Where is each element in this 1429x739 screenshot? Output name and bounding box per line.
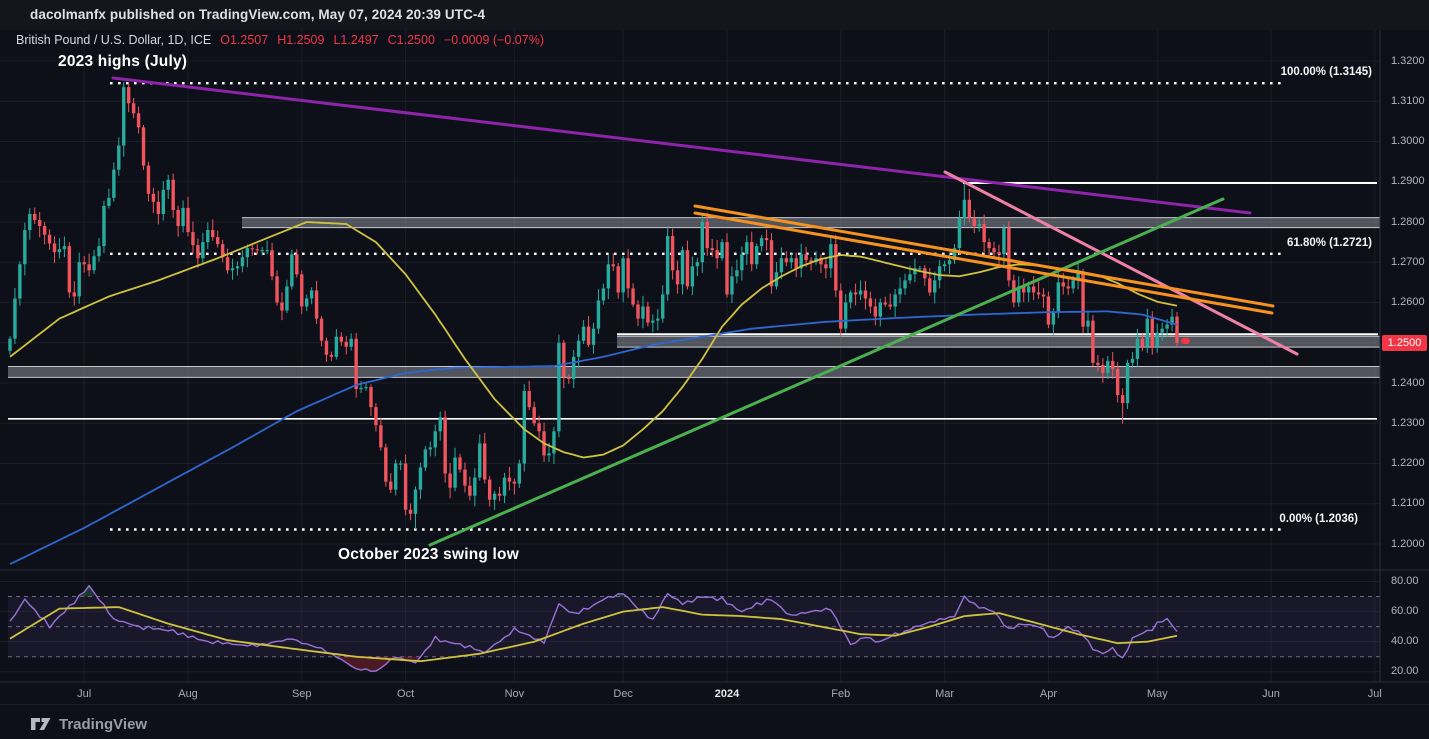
time-axis-label: 2024 (714, 688, 740, 700)
rsi-zone-fill (8, 596, 1380, 657)
fib-label-618: 61.80% (1.2721) (1286, 237, 1372, 249)
time-axis-label: May (1146, 688, 1168, 700)
rsi-ma-line (9, 606, 1178, 663)
time-axis-label: Oct (397, 688, 415, 700)
blue-ma-line (9, 310, 1178, 565)
ohlc-change: −0.0009 (−0.07%) (443, 33, 544, 47)
rsi-tick-label: 20.00 (1391, 665, 1419, 678)
fib-label-100: 100.00% (1.3145) (1280, 66, 1372, 78)
ohlc-close: C1.2500 (387, 33, 435, 47)
time-axis-label: Feb (831, 688, 851, 700)
rsi-overbought-fill (79, 585, 95, 597)
rsi-tick-label: 40.00 (1391, 635, 1419, 648)
annotation-october-low: October 2023 swing low (338, 546, 519, 563)
fib-label-0: 0.00% (1.2036) (1279, 513, 1358, 525)
footer-bar: TradingView (0, 705, 1429, 739)
price-tick-label: 1.3200 (1391, 54, 1425, 67)
orange-channel-upper (693, 204, 1275, 308)
time-axis-label: Aug (178, 688, 198, 700)
annotation-2023-highs: 2023 highs (July) (58, 53, 188, 70)
price-zone-band (617, 336, 1380, 348)
ohlc-low: L1.2497 (333, 33, 379, 47)
candles (8, 81, 1179, 530)
ohlc-high: H1.2509 (277, 33, 325, 47)
price-zone-band (242, 217, 1380, 228)
green-trendline (428, 197, 1225, 547)
time-axis-label: Mar (935, 688, 955, 700)
price-tick-label: 1.3000 (1391, 135, 1425, 147)
symbol-legend[interactable]: British Pound / U.S. Dollar, 1D, ICE O1.2… (16, 33, 553, 47)
rsi-oversold-fill (336, 656, 421, 672)
time-axis-label: Dec (613, 688, 633, 700)
price-tick-label: 1.2400 (1391, 376, 1425, 389)
price-tick-label: 1.2000 (1391, 537, 1425, 550)
price-tick-label: 1.2800 (1391, 215, 1425, 228)
symbol-title[interactable]: British Pound / U.S. Dollar, 1D, ICE (16, 33, 212, 47)
time-axis-label: Nov (504, 688, 525, 700)
pink-trendline (943, 170, 1299, 356)
tradingview-brand-label: TradingView (59, 715, 148, 733)
last-price-badge: 1.2500 (1382, 334, 1427, 351)
price-tick-label: 1.2200 (1391, 457, 1425, 469)
ohlc-open: O1.2507 (220, 33, 269, 47)
time-axis-label: Jul (77, 688, 92, 700)
tradingview-brand[interactable]: TradingView (30, 714, 147, 734)
time-axis-label: Apr (1039, 688, 1057, 700)
last-price-dash (1181, 338, 1190, 344)
price-tick-label: 1.2100 (1391, 497, 1425, 510)
time-axis-label: Jul (1367, 688, 1382, 700)
yellow-ma-line (9, 221, 1178, 459)
publish-header: dacolmanfx published on TradingView.com,… (0, 0, 1429, 30)
orange-channel-lower (693, 211, 1274, 315)
rsi-line (9, 585, 1178, 672)
rsi-tick-label: 80.00 (1391, 575, 1419, 587)
time-axis-label: Jun (1262, 688, 1280, 700)
price-tick-label: 1.2300 (1391, 416, 1425, 429)
tradingview-logo-icon (31, 718, 51, 730)
purple-trendline (111, 76, 1252, 215)
rsi-tick-label: 60.00 (1391, 605, 1419, 618)
price-tick-label: 1.3100 (1391, 94, 1425, 107)
time-axis-label: Sep (291, 688, 312, 700)
price-tick-label: 1.2700 (1391, 255, 1425, 268)
price-tick-label: 1.2600 (1391, 296, 1425, 308)
publish-line: dacolmanfx published on TradingView.com,… (30, 7, 486, 22)
price-tick-label: 1.2900 (1391, 175, 1425, 188)
